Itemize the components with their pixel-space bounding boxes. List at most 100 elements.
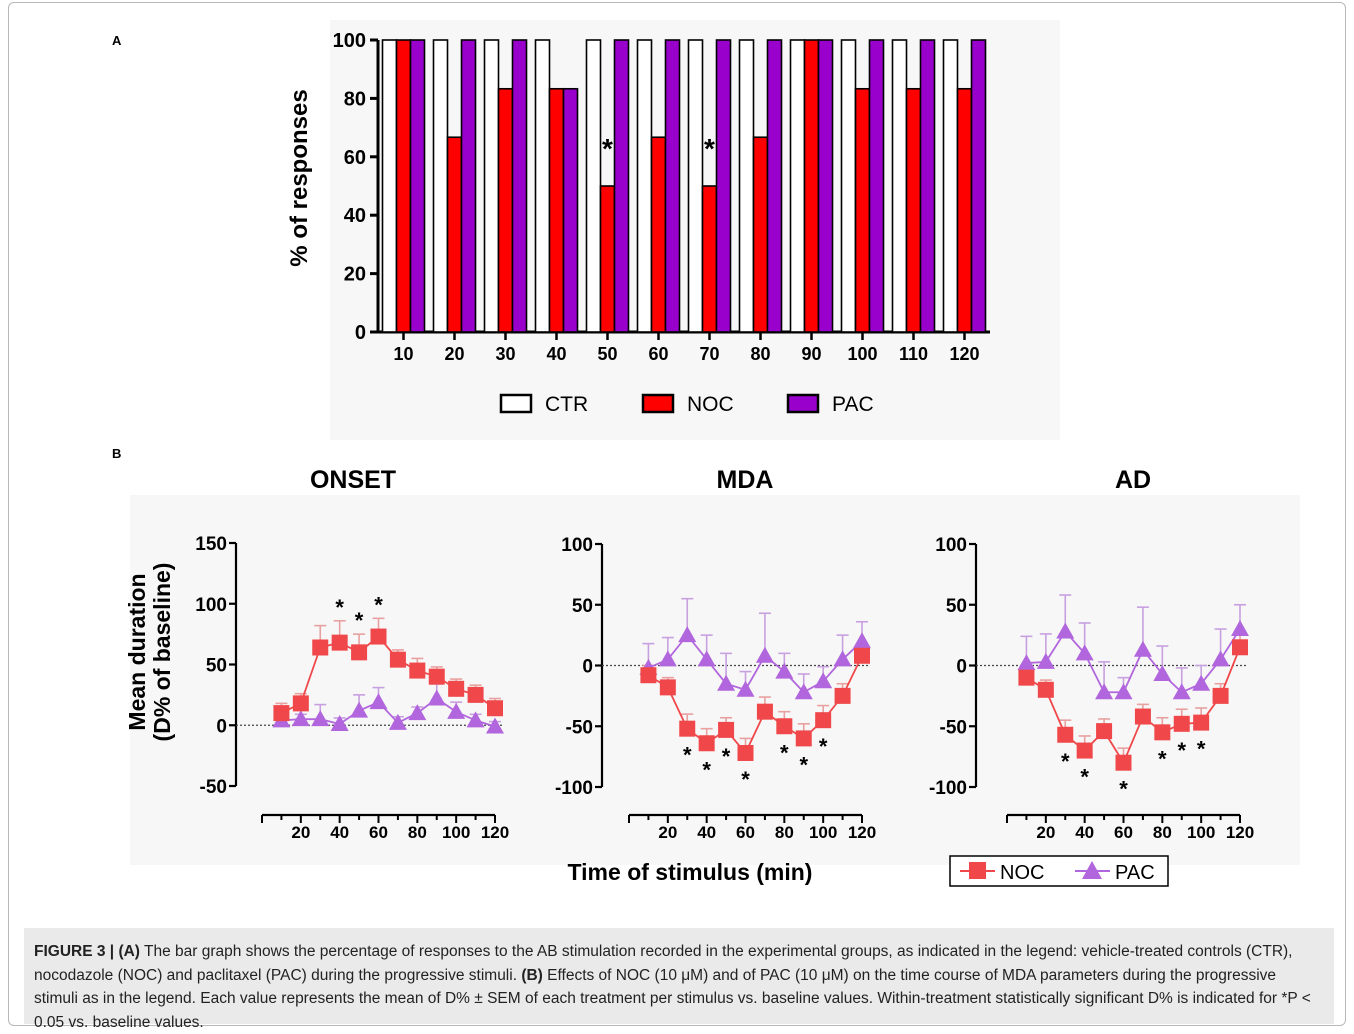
data-point-noc <box>487 700 503 717</box>
bar-ctr <box>789 39 806 333</box>
data-point-noc <box>409 662 426 679</box>
y-tick-label: -100 <box>929 778 967 799</box>
data-point-noc <box>312 639 329 656</box>
x-tick-label: 100 <box>847 344 877 364</box>
data-point-noc <box>698 735 715 752</box>
chart-title: AD <box>1115 466 1151 494</box>
data-point-pac <box>1056 622 1075 639</box>
data-point-pac <box>1153 665 1172 682</box>
bar-ctr <box>840 39 857 333</box>
data-point-noc <box>389 651 406 668</box>
bar-ctr <box>483 39 500 333</box>
significance-star: * <box>1177 738 1186 763</box>
legend-label-pac: PAC <box>1115 862 1155 884</box>
x-tick-label: 60 <box>1114 823 1133 842</box>
y-tick-label: 0 <box>355 322 366 344</box>
bar-pac <box>715 39 732 333</box>
significance-star: * <box>374 592 383 617</box>
x-tick-label: 20 <box>444 344 464 364</box>
data-point-pac <box>1075 644 1094 661</box>
bar-ctr <box>381 39 398 333</box>
significance-star: * <box>780 740 789 765</box>
data-point-noc <box>718 721 735 738</box>
data-point-noc <box>1134 708 1151 725</box>
data-point-pac <box>486 717 504 734</box>
bar-noc <box>803 39 820 333</box>
x-tick-label: 80 <box>775 823 794 842</box>
data-point-pac <box>717 674 736 691</box>
y-tick-label: 100 <box>935 535 967 556</box>
panel-b-xlabel: Time of stimulus (min) <box>568 859 813 885</box>
bar-ctr <box>738 39 755 333</box>
figure-3: A B 0 20 40 60 80 100 10 20 30 40 50 60 70 80 90 100 110… <box>112 30 1255 887</box>
significance-star: * <box>741 767 750 792</box>
data-point-pac <box>466 711 485 728</box>
bar-noc <box>599 185 616 333</box>
significance-star: * <box>722 744 731 769</box>
data-point-noc <box>834 687 851 704</box>
ad-chart: AD -100 -50 0 50 100 20 40 60 80 100 120 * * * * * * <box>929 466 1254 842</box>
y-tick-label: 50 <box>946 596 967 617</box>
x-tick-label: 40 <box>1075 823 1094 842</box>
data-point-pac <box>388 713 407 730</box>
data-point-noc <box>292 695 309 712</box>
data-point-noc <box>428 668 445 685</box>
x-tick-label: 40 <box>697 823 716 842</box>
legend-swatch-pac <box>786 393 820 414</box>
bar-noc <box>752 136 769 333</box>
x-tick-label: 50 <box>597 344 617 364</box>
bar-ctr <box>687 39 704 333</box>
significance-mark: * <box>602 133 613 164</box>
bar-pac <box>766 39 783 333</box>
data-point-noc <box>351 644 368 661</box>
panel-b-ylabel-line2: (D% of baseline) <box>149 563 175 742</box>
significance-mark: * <box>704 133 715 164</box>
bar-ctr <box>534 39 551 333</box>
data-point-pac <box>755 646 774 663</box>
data-point-noc <box>1232 639 1248 656</box>
panel-a-label: A <box>112 33 122 48</box>
significance-star: * <box>1061 749 1070 774</box>
x-tick-label: 60 <box>648 344 668 364</box>
data-point-noc <box>1173 715 1190 732</box>
y-tick-label: -100 <box>555 778 593 799</box>
bar-ctr <box>891 39 908 333</box>
legend-label-ctr: CTR <box>545 393 588 416</box>
data-point-noc <box>854 647 870 664</box>
data-point-noc <box>815 712 832 729</box>
data-point-noc <box>273 705 290 722</box>
data-point-pac <box>447 702 466 719</box>
data-point-noc <box>640 667 657 684</box>
bar-pac <box>460 39 477 333</box>
bar-chart: 0 20 40 60 80 100 10 20 30 40 50 60 70 80 90 100 110 120 *… <box>286 30 990 364</box>
x-tick-label: 10 <box>393 344 413 364</box>
legend-swatch-ctr <box>499 393 533 414</box>
bar-noc <box>905 87 922 333</box>
bar-pac <box>613 39 630 333</box>
data-point-noc <box>659 679 676 696</box>
bar-noc <box>650 136 667 333</box>
y-tick-label: 150 <box>195 534 227 555</box>
legend-label-noc: NOC <box>687 393 734 416</box>
bar-pac <box>664 39 681 333</box>
line-legend: NOC PAC <box>949 855 1169 887</box>
data-point-noc <box>467 686 484 703</box>
significance-star: * <box>799 752 808 777</box>
data-point-pac <box>408 704 427 721</box>
data-point-pac <box>1095 683 1114 700</box>
bar-ctr <box>585 39 602 333</box>
x-tick-label: 80 <box>1153 823 1172 842</box>
data-point-pac <box>291 710 310 727</box>
y-tick-label: 50 <box>572 596 593 617</box>
y-tick-label: 0 <box>956 657 967 678</box>
y-axis-label: % of responses <box>286 89 313 266</box>
data-point-noc <box>1212 687 1229 704</box>
bar-noc <box>395 39 412 333</box>
bar-noc <box>446 136 463 333</box>
panel-b-label: B <box>112 446 121 461</box>
x-tick-label: 100 <box>442 823 470 842</box>
data-point-pac <box>1172 683 1191 700</box>
x-tick-label: 120 <box>848 823 876 842</box>
chart-title: MDA <box>717 466 774 494</box>
x-tick-label: 90 <box>801 344 821 364</box>
